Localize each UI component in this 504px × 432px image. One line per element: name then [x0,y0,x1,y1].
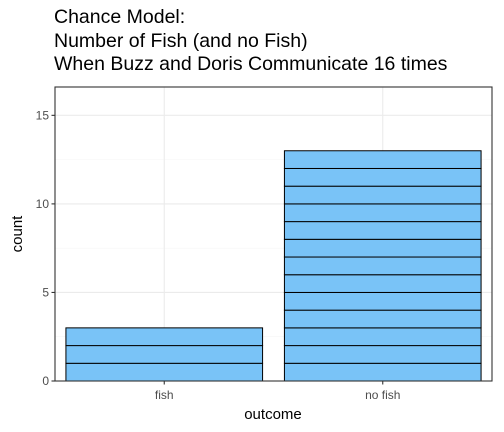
panel-border [54,86,493,382]
bars [65,150,482,382]
y-tick-label: 10 [36,197,50,211]
chart-title: Chance Model: Number of Fish (and no Fis… [54,6,447,77]
chart-title-line-1: Chance Model: [54,6,186,28]
bar-segment-no-fish [283,362,482,382]
bar-segment-no-fish [283,167,482,187]
bar-segment-no-fish [283,150,482,169]
bar-segment-fish [65,327,264,347]
bar-segment-no-fish [283,274,482,293]
chart-title-line-3: When Buzz and Doris Communicate 16 times [54,53,448,75]
x-tick-label: fish [155,388,174,402]
bar-segment-no-fish [283,309,482,329]
bar-segment-fish [65,345,264,364]
x-axis-title: outcome [244,406,302,423]
bar-segment-no-fish [283,221,482,240]
bar-segment-fish [65,362,264,382]
y-tick-label: 15 [36,108,50,122]
y-tick-label: 5 [42,285,49,299]
chart-title-line-2: Number of Fish (and no Fish) [54,29,308,52]
y-tick-label: 0 [42,374,49,388]
bar-segment-no-fish [283,185,482,205]
bar-segment-no-fish [283,238,482,258]
bar-segment-no-fish [283,203,482,223]
bar-segment-no-fish [283,327,482,347]
bar-segment-no-fish [283,345,482,364]
y-axis-title: count [9,215,26,253]
axes: 0 5 10 15 fish no fish [36,86,493,402]
bar-segment-no-fish [283,291,482,311]
x-tick-label: no fish [365,388,400,402]
bar-segment-no-fish [283,256,482,276]
